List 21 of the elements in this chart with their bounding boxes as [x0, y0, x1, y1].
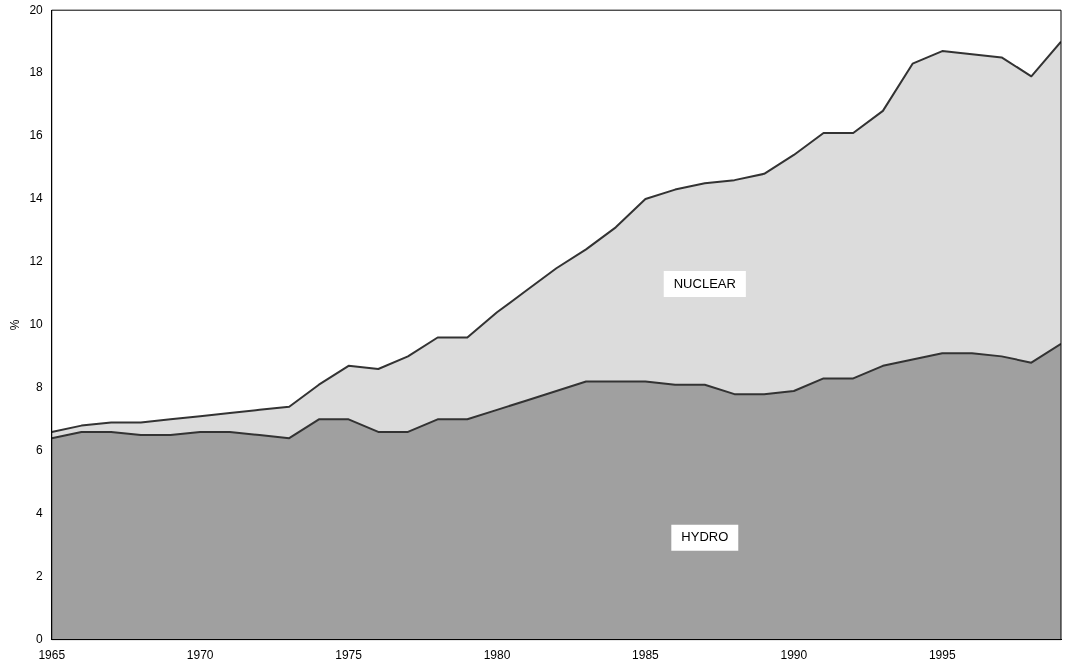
x-tick-label: 1970: [186, 648, 214, 663]
y-tick-label: 8: [36, 380, 44, 395]
series-label: NUCLEAR: [673, 275, 736, 291]
y-tick-label: 18: [29, 65, 44, 80]
x-tick-label: 1995: [928, 648, 956, 663]
x-tick-label: 1990: [780, 648, 808, 663]
y-tick-label: 20: [29, 2, 44, 17]
x-tick-label: 1965: [38, 648, 66, 663]
y-tick-label: 12: [29, 254, 44, 269]
x-tick-label: 1980: [483, 648, 511, 663]
y-tick-label: 6: [36, 443, 44, 458]
y-tick-label: 14: [29, 191, 44, 206]
y-axis-title: %: [7, 319, 22, 331]
y-tick-label: 10: [29, 317, 44, 332]
y-tick-label: 2: [36, 568, 44, 583]
y-tick-label: 16: [29, 128, 44, 143]
y-tick-label: 0: [36, 631, 44, 646]
x-tick-label: 1975: [335, 648, 363, 663]
x-tick-label: 1985: [632, 648, 660, 663]
y-tick-label: 4: [36, 506, 44, 521]
series-label: HYDRO: [681, 529, 729, 545]
